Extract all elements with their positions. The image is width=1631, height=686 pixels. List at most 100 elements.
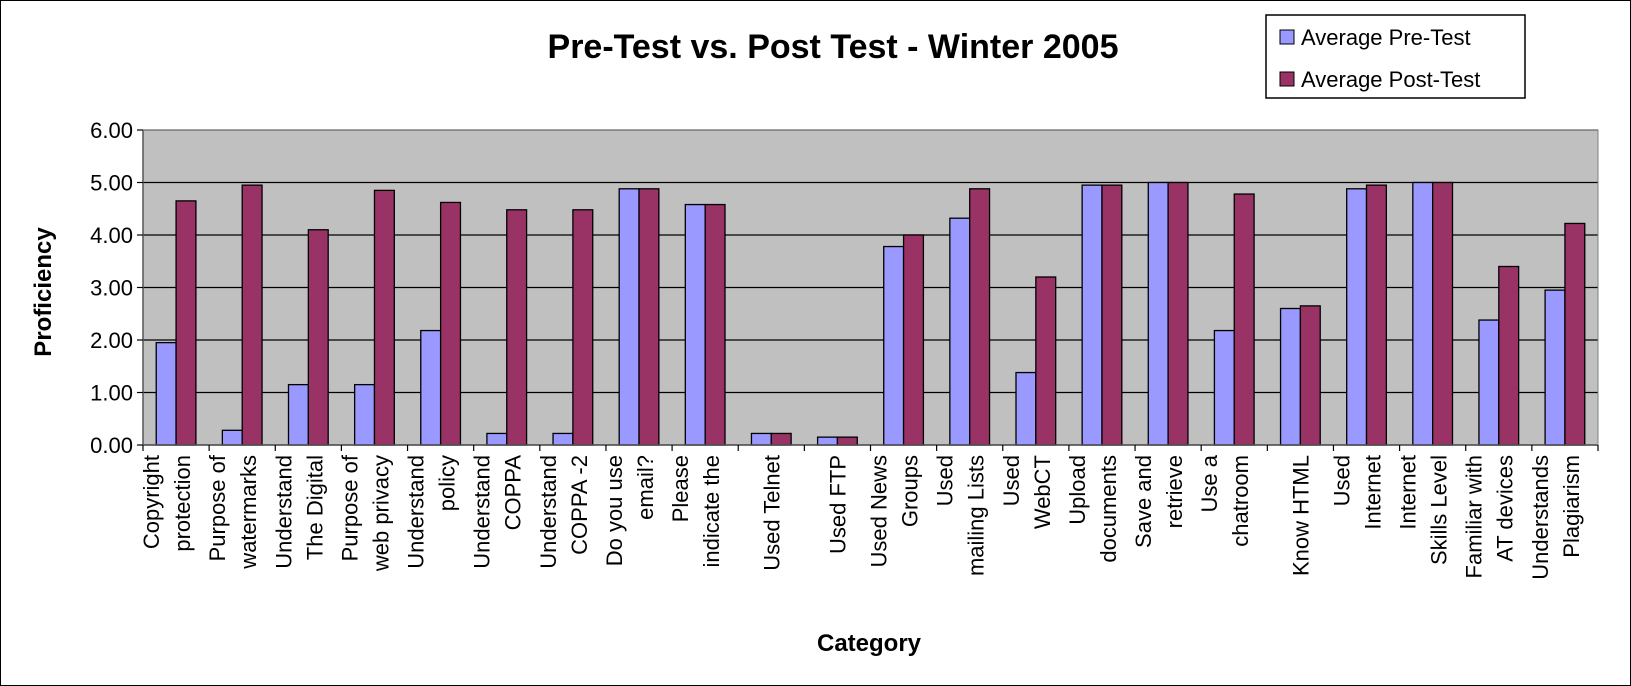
- bar-pre-test: [816, 436, 839, 446]
- legend-label-pre-test: Average Pre-Test: [1301, 25, 1471, 50]
- bar-post-test: [969, 188, 991, 446]
- category-label: Save and: [1131, 455, 1156, 548]
- bar-pre-test: [1081, 184, 1103, 446]
- y-axis-title: Proficiency: [30, 227, 57, 357]
- bar-pre-test: [1015, 371, 1037, 446]
- category-label: policy: [435, 455, 460, 511]
- bar-post-test: [902, 234, 925, 446]
- category-label: Understand: [536, 455, 561, 569]
- y-tick-label: 0.00: [90, 433, 133, 458]
- x-axis-title: Category: [817, 630, 922, 657]
- category-label: Purpose of: [337, 454, 362, 561]
- legend-swatch-pre-test: [1279, 29, 1295, 45]
- bar-pre-test: [155, 341, 177, 446]
- bar-pre-test: [1213, 329, 1235, 446]
- bar-pre-test: [1147, 181, 1169, 446]
- legend-label-post-test: Average Post-Test: [1301, 67, 1480, 92]
- category-label: email?: [633, 455, 658, 520]
- bar-post-test: [770, 432, 792, 446]
- category-label: Understand: [404, 455, 429, 569]
- bar-post-test: [175, 200, 197, 446]
- category-label: Understands: [1528, 455, 1553, 580]
- bar-pre-test: [287, 383, 309, 446]
- category-label: Know HTML: [1288, 455, 1313, 576]
- bar-pre-test: [221, 429, 243, 446]
- category-label: Upload: [1065, 455, 1090, 525]
- legend: Average Pre-Test Average Post-Test: [1265, 14, 1526, 99]
- bar-pre-test: [486, 432, 508, 446]
- bar-post-test: [572, 209, 594, 446]
- category-label: Use a: [1197, 454, 1222, 512]
- category-label: Used: [933, 455, 958, 506]
- bar-pre-test: [1544, 289, 1566, 446]
- bar-post-test: [307, 229, 329, 446]
- category-label: WebCT: [1030, 455, 1055, 529]
- bar-pre-test: [883, 245, 905, 446]
- bar-post-test: [1167, 181, 1189, 446]
- bar-post-test: [1564, 222, 1586, 446]
- legend-swatch-post-test: [1279, 71, 1295, 87]
- bar-pre-test: [353, 383, 376, 446]
- y-tick-label: 5.00: [90, 171, 133, 196]
- category-label: Copyright: [139, 455, 164, 549]
- bar-post-test: [1432, 181, 1454, 446]
- category-label: Understand: [470, 455, 495, 569]
- category-label: Familiar with: [1462, 455, 1487, 578]
- bar-pre-test: [1279, 307, 1302, 446]
- category-label: Skills Level: [1427, 455, 1452, 565]
- bar-pre-test: [750, 432, 772, 446]
- y-axis-ticks: 0.00 1.00 2.00 3.00 4.00 5.00 6.00: [90, 118, 143, 458]
- bar-post-test: [1299, 305, 1321, 446]
- bar-pre-test: [1412, 181, 1434, 446]
- category-label: Used News: [867, 455, 892, 567]
- bar-pre-test: [552, 432, 574, 446]
- category-label: mailing Lists: [964, 455, 989, 576]
- y-tick-label: 2.00: [90, 328, 133, 353]
- category-label: Used: [999, 455, 1024, 506]
- bar-post-test: [1101, 184, 1123, 446]
- category-label: Understand: [271, 455, 296, 569]
- bar-pre-test: [420, 329, 442, 446]
- bar-post-test: [836, 436, 858, 446]
- category-label: Do you use: [602, 455, 627, 566]
- bar-post-test: [1035, 276, 1057, 446]
- bar-post-test: [373, 189, 395, 446]
- category-label: COPPA -2: [567, 455, 592, 555]
- bar-pre-test: [618, 188, 640, 446]
- y-tick-label: 4.00: [90, 223, 133, 248]
- y-tick-label: 3.00: [90, 276, 133, 301]
- category-label: chatroom: [1228, 455, 1253, 547]
- bar-post-test: [506, 209, 528, 446]
- category-label: retrieve: [1162, 455, 1187, 528]
- category-label: Internet: [1396, 455, 1421, 530]
- bar-pre-test: [1478, 319, 1500, 446]
- category-label: protection: [170, 455, 195, 552]
- category-label: Used Telnet: [759, 455, 784, 571]
- bar-post-test: [1365, 184, 1388, 446]
- category-label: Purpose of: [205, 454, 230, 561]
- category-label: The Digital: [302, 455, 327, 560]
- category-label: Groups: [898, 455, 923, 527]
- category-label: Used FTP: [825, 455, 850, 554]
- bar-pre-test: [684, 203, 706, 446]
- bar-post-test: [1233, 193, 1255, 446]
- y-tick-label: 6.00: [90, 118, 133, 143]
- category-label: web privacy: [368, 455, 393, 572]
- category-label: Used: [1329, 455, 1354, 506]
- legend-box: [1265, 14, 1526, 99]
- bar-post-test: [1498, 265, 1520, 446]
- category-label: watermarks: [236, 455, 261, 570]
- chart-title: Pre-Test vs. Post Test - Winter 2005: [548, 28, 1119, 66]
- category-label: Internet: [1360, 455, 1385, 530]
- bar-pre-test: [1346, 188, 1368, 446]
- bar-post-test: [439, 201, 462, 446]
- category-label: documents: [1096, 455, 1121, 563]
- category-label: AT devices: [1493, 455, 1518, 562]
- category-label: COPPA: [501, 455, 526, 531]
- bar-post-test: [241, 184, 263, 446]
- bar-post-test: [638, 188, 660, 446]
- plot-area: [142, 129, 1599, 446]
- x-axis-categories: Copyright protection Purpose of watermarks U…: [139, 445, 1599, 580]
- y-tick-label: 1.00: [90, 381, 133, 406]
